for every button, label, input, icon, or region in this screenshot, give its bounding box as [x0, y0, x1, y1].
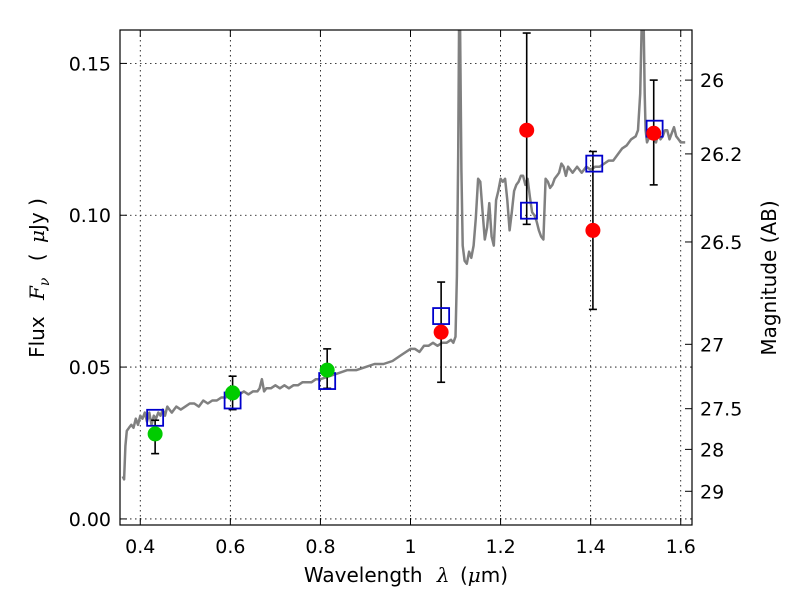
- plot-area: [120, 30, 692, 525]
- x-axis-unit-mu: μ: [468, 563, 481, 587]
- infrared-detection-point: [646, 125, 662, 141]
- y2-tick-label: 28: [700, 439, 724, 461]
- plot-frame: [119, 29, 693, 526]
- y-tick-label: 0.10: [69, 205, 111, 227]
- infrared-detection-point: [519, 122, 535, 138]
- model-photometry-square: [585, 154, 604, 173]
- y2-tick-label: 27.5: [700, 399, 742, 421]
- y-tick-label: 0.05: [69, 357, 111, 379]
- x-tick-label: 0.6: [215, 536, 245, 558]
- model-photometry-square: [146, 408, 165, 427]
- x-tick-label: 0.4: [125, 536, 155, 558]
- y-axis-flux-symbol: F: [25, 285, 49, 301]
- y2-tick-label: 26.5: [700, 232, 742, 254]
- y-axis-unit-rest: Jy ): [25, 198, 49, 232]
- x-tick-label: 1.2: [485, 536, 515, 558]
- y2-tick-label: 27: [700, 334, 724, 356]
- optical-detection-point: [225, 385, 241, 401]
- y2-tick-label: 26: [700, 70, 724, 92]
- x-tick-label: 1.6: [666, 536, 696, 558]
- y-axis-title-text: Flux: [25, 316, 49, 358]
- spectrum-layer: [121, 30, 686, 481]
- x-axis-unit-rest: m): [481, 563, 508, 587]
- infrared-detection-point: [433, 324, 449, 340]
- y-axis-unit-open: (: [25, 253, 49, 261]
- x-tick-label: 1: [404, 536, 416, 558]
- grid: [120, 30, 692, 525]
- x-axis-title-text: Wavelength: [304, 563, 423, 587]
- model-photometry-square: [432, 307, 451, 325]
- y2-axis-title: Magnitude (AB): [757, 200, 781, 355]
- y-tick-label: 0.00: [69, 509, 111, 531]
- axis-tick-labels: 0.4 0.6 0.8 1 1.2 1.4 1.6 0.00 0.05 0.10 0.15 26 26.…: [69, 53, 743, 558]
- model-photometry-layer: [146, 119, 664, 427]
- y-axis-flux-subscript: ν: [37, 277, 53, 286]
- model-photometry-square: [520, 201, 538, 220]
- x-axis-title: Wavelength λ (μm): [304, 563, 508, 587]
- infrared-detection-point: [585, 222, 601, 238]
- observed-photometry-layer: [147, 122, 662, 442]
- y2-tick-label: 26.2: [700, 144, 742, 166]
- model-spectrum-line: [121, 30, 686, 481]
- y2-tick-label: 29: [700, 481, 724, 503]
- x-axis-lambda-symbol: λ: [436, 563, 450, 587]
- y-axis-title: Flux Fν ( μJy ): [25, 198, 54, 358]
- x-tick-label: 0.8: [305, 536, 335, 558]
- optical-detection-point: [319, 362, 335, 378]
- optical-detection-point: [147, 426, 163, 442]
- axis-ticks: [120, 30, 692, 525]
- y-tick-label: 0.15: [69, 53, 111, 75]
- x-axis-unit-open: (: [460, 563, 468, 587]
- y-axis-unit-mu: μ: [25, 230, 49, 243]
- x-tick-label: 1.4: [576, 536, 606, 558]
